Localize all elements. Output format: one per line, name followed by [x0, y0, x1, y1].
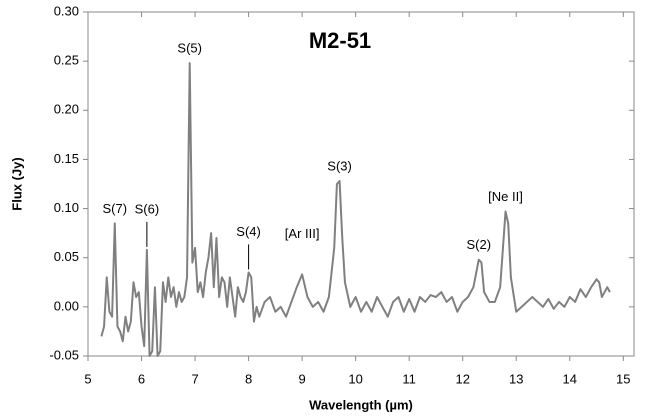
plot-frame: [87, 11, 635, 357]
annotation-label: S(6): [135, 201, 160, 216]
y-tick-label: 0.05: [54, 249, 79, 264]
annotation-label: S(7): [102, 201, 127, 216]
annotation-label: S(4): [236, 224, 261, 239]
y-tick-label: 0.30: [54, 3, 79, 18]
y-tick-label: 0.00: [54, 298, 79, 313]
annotation-label: S(3): [327, 158, 352, 173]
y-tick-label: 0.20: [54, 102, 79, 117]
x-tick-label: 10: [348, 371, 362, 386]
y-tick-label: -0.05: [49, 347, 79, 362]
x-tick-label: 11: [402, 371, 416, 386]
x-tick-label: 9: [299, 371, 306, 386]
x-axis-title: Wavelength (µm): [309, 397, 413, 412]
x-tick-label: 14: [563, 371, 577, 386]
y-tick-label: 0.15: [54, 151, 79, 166]
x-tick-label: 8: [245, 371, 252, 386]
annotation-label: [Ne II]: [488, 189, 523, 204]
annotation-label: [Ar III]: [285, 226, 320, 241]
y-tick-label: 0.10: [54, 200, 79, 215]
x-tick-label: 13: [509, 371, 523, 386]
x-tick-label: 5: [84, 371, 91, 386]
annotation-label: S(5): [177, 41, 202, 56]
x-tick-label: 15: [616, 371, 630, 386]
spectrum-line: [100, 62, 611, 357]
y-tick-label: 0.25: [54, 53, 79, 68]
y-axis-title: Flux (Jy): [9, 157, 24, 210]
chart-title: M2-51: [309, 28, 371, 53]
x-tick-label: 7: [191, 371, 198, 386]
x-tick-label: 12: [455, 371, 469, 386]
x-tick-label: 6: [138, 371, 145, 386]
annotation-label: S(2): [466, 237, 491, 252]
